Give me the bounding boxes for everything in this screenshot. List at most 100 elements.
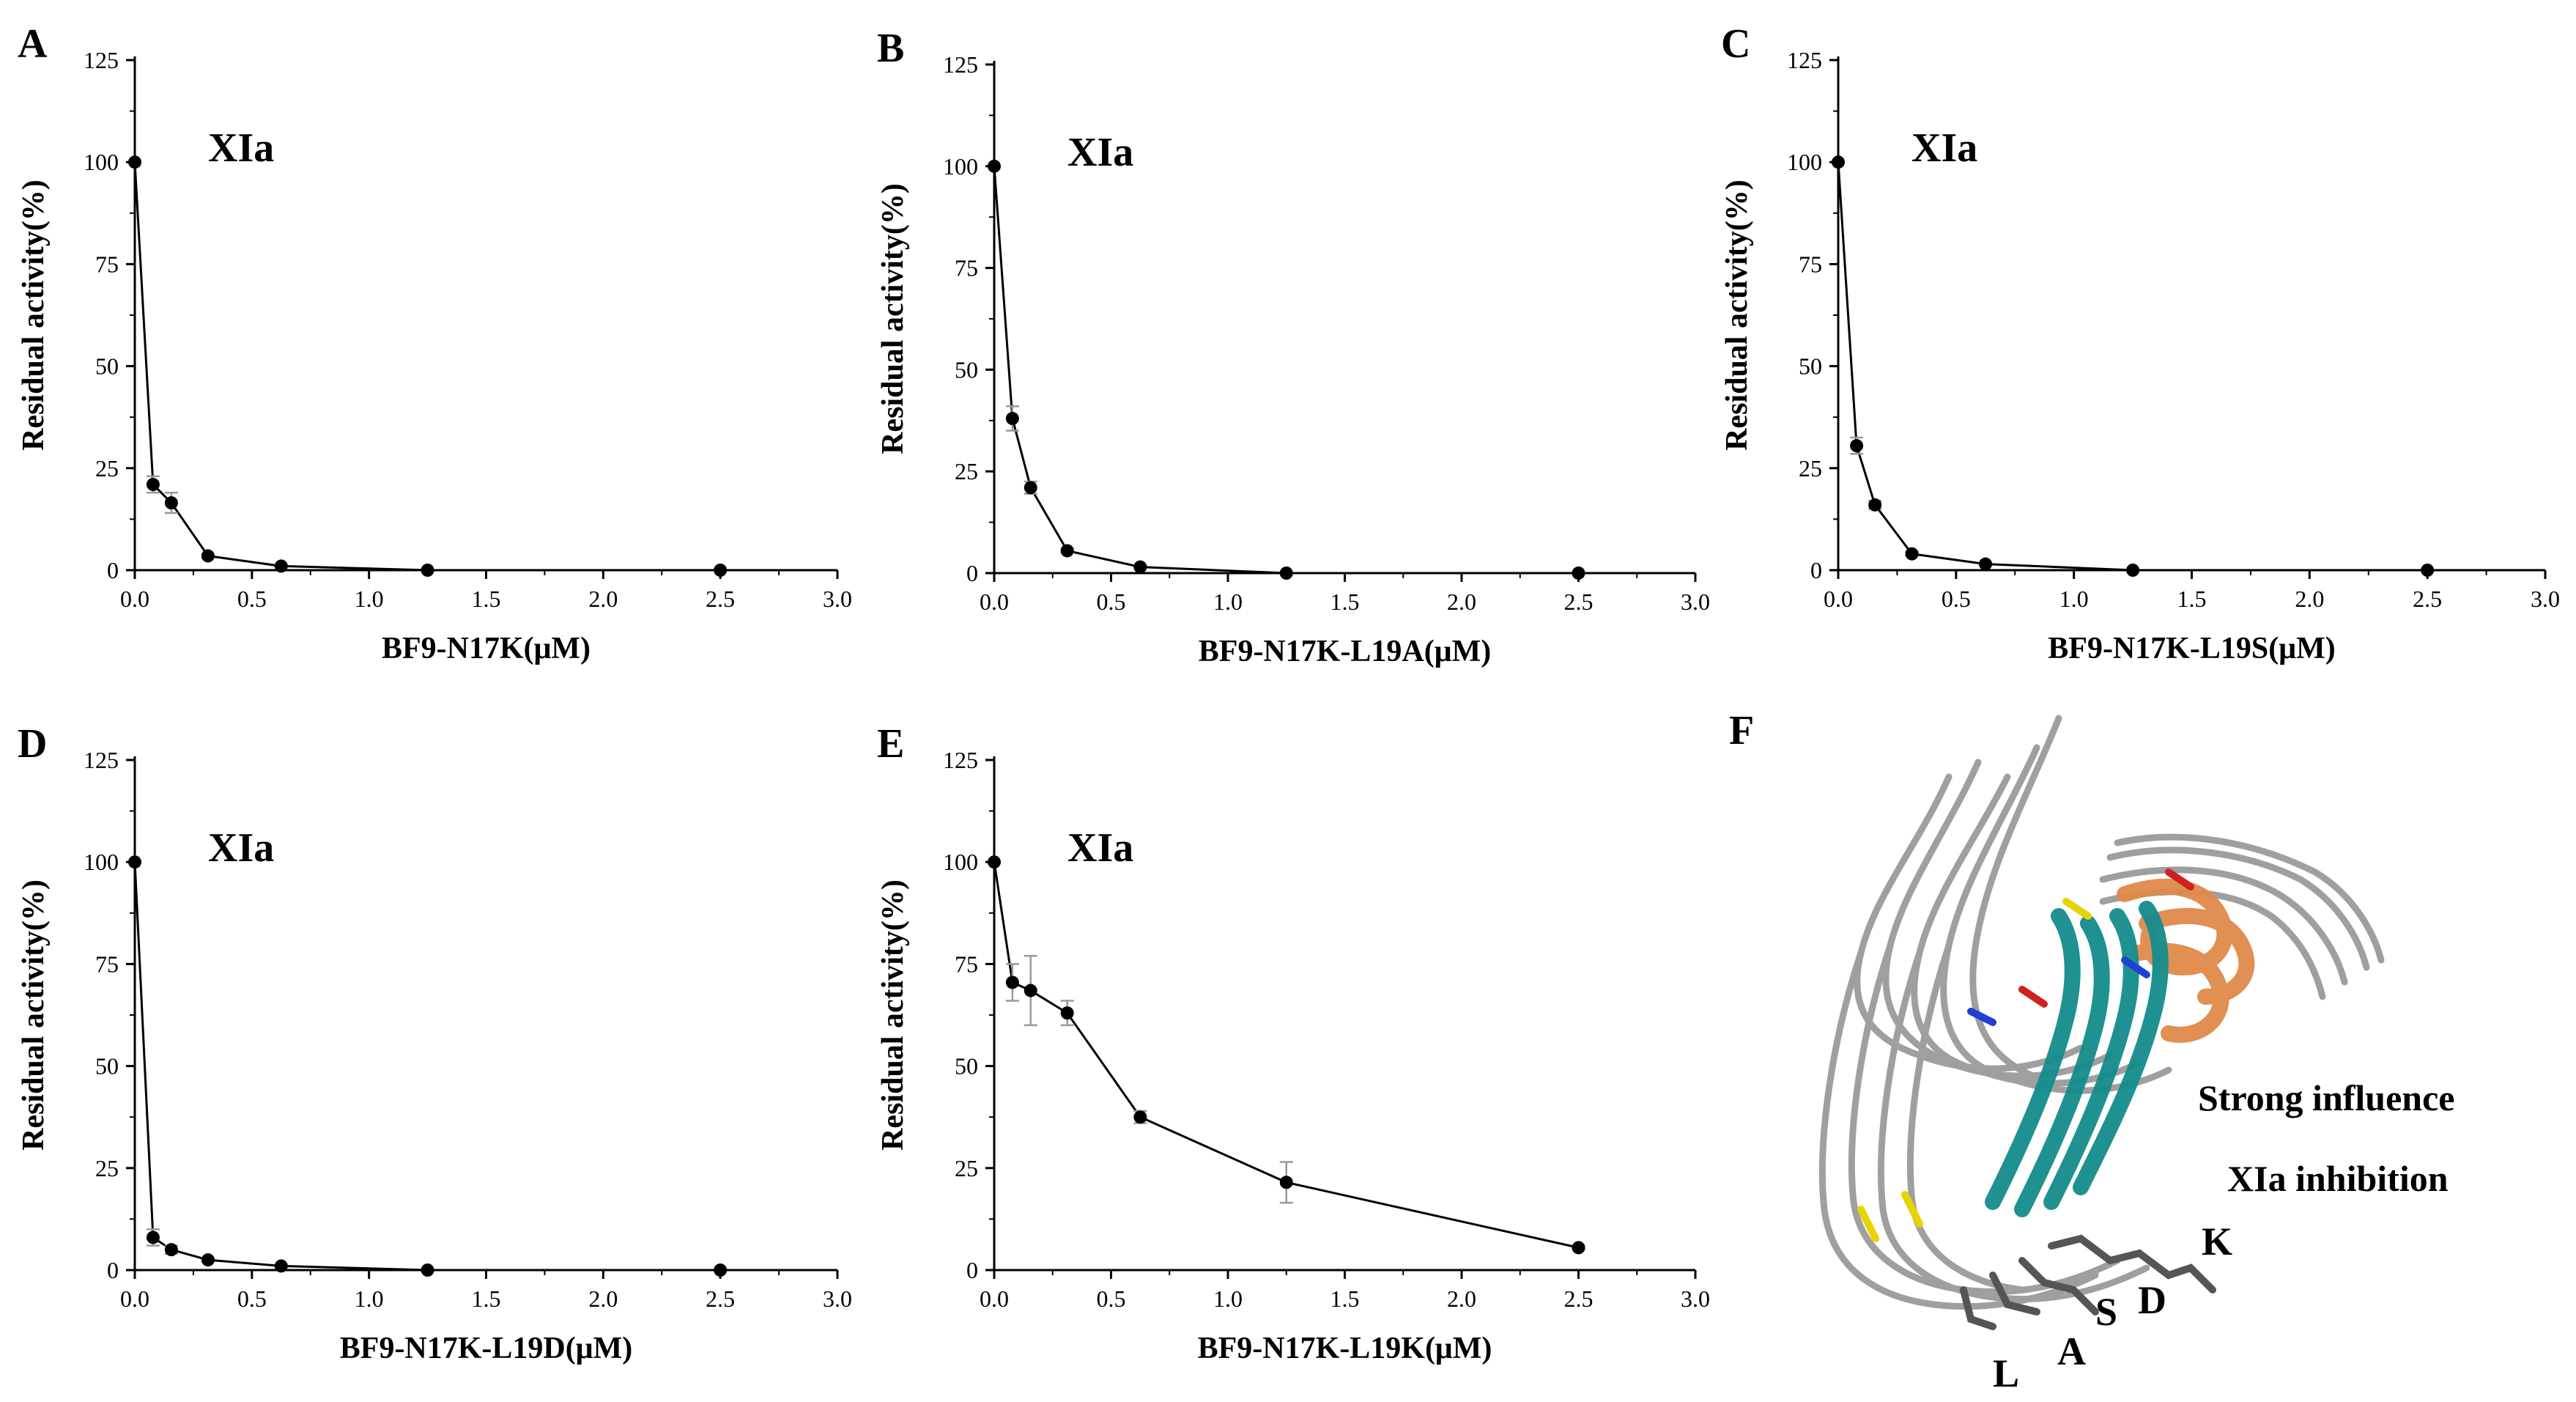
x-tick-label: 1.0 (355, 586, 384, 612)
data-point (1005, 412, 1019, 426)
y-tick-label: 125 (943, 51, 978, 78)
inset-label: XIa (1911, 125, 1977, 171)
data-point (1024, 481, 1037, 495)
data-point (1572, 567, 1585, 580)
data-point (988, 159, 1001, 173)
panel-letter: E (877, 721, 904, 767)
y-axis-title: Residual activity(%) (876, 183, 910, 454)
y-tick-label: 0 (966, 1257, 978, 1283)
residue-label-k: K (2202, 1220, 2232, 1263)
y-tick-label: 0 (966, 560, 978, 586)
data-point (714, 1263, 728, 1277)
y-tick-label: 75 (1799, 251, 1822, 277)
y-tick-label: 25 (1799, 455, 1822, 482)
y-axis-title: Residual activity(%) (876, 879, 910, 1151)
x-tick-label: 2.5 (1564, 1285, 1594, 1312)
y-tick-label: 25 (955, 458, 978, 484)
panel-letter: F (1729, 708, 1754, 753)
structure-image (1818, 715, 2385, 1330)
panel-letter: D (18, 721, 47, 767)
chart-panel-c: C 0.0 0.5 1.0 1.5 2.0 2.5 3.0 0 25 50 75 100 125 BF9-N… (1720, 21, 2560, 665)
data-point (2421, 564, 2435, 577)
x-tick-label: 3.0 (823, 586, 852, 612)
residue-label-a: A (2057, 1329, 2086, 1373)
x-tick-label: 1.0 (355, 1285, 384, 1312)
y-tick-label: 100 (943, 153, 978, 180)
y-tick-label: 125 (84, 747, 119, 773)
data-point (1060, 1006, 1074, 1020)
x-tick-label: 2.5 (706, 1285, 735, 1312)
x-axis-title: BF9-N17K-L19S(μM) (2048, 632, 2335, 665)
x-tick-label: 2.5 (1564, 589, 1594, 615)
residue-label-d: D (2138, 1278, 2166, 1322)
x-tick-label: 2.5 (706, 586, 735, 612)
x-tick-label: 3.0 (1681, 589, 1710, 615)
y-tick-label: 0 (107, 1257, 119, 1283)
data-point (164, 496, 178, 510)
x-axis-title: BF9-N17K-L19D(μM) (340, 1332, 632, 1365)
x-tick-label: 2.0 (588, 586, 618, 612)
x-tick-label: 3.0 (823, 1285, 852, 1312)
x-tick-label: 0.0 (120, 1285, 149, 1312)
x-tick-label: 0.5 (1097, 589, 1126, 615)
chart-panel-e: E 0.0 0.5 1.0 1.5 2.0 2.5 3.0 0 25 50 75 100 125 BF9-N… (876, 721, 1710, 1365)
x-tick-label: 1.0 (1213, 589, 1243, 615)
data-point (128, 155, 141, 169)
y-tick-label: 50 (95, 1053, 119, 1080)
x-tick-label: 2.5 (2413, 586, 2442, 612)
data-point (1868, 498, 1882, 512)
y-tick-label: 25 (95, 1155, 119, 1181)
data-point (1133, 560, 1147, 574)
x-tick-label: 1.0 (2059, 586, 2089, 612)
data-point (1905, 547, 1919, 561)
x-tick-label: 1.5 (472, 1285, 501, 1312)
data-point (1005, 975, 1019, 989)
data-point (146, 478, 160, 492)
data-point (2126, 564, 2140, 577)
y-tick-label: 25 (95, 455, 119, 482)
x-tick-label: 1.5 (1330, 1285, 1360, 1312)
x-tick-label: 0.5 (237, 1285, 267, 1312)
y-tick-label: 75 (955, 951, 978, 977)
x-axis-title: BF9-N17K-L19K(μM) (1198, 1332, 1492, 1365)
inset-label: XIa (208, 125, 274, 171)
data-point (128, 855, 141, 869)
data-point (201, 1253, 215, 1267)
panel-letter: C (1721, 21, 1750, 67)
data-point (1024, 984, 1037, 997)
series-line (1837, 162, 2428, 572)
panel-letter: A (18, 21, 48, 67)
data-point (1850, 439, 1864, 453)
chart-panel-b: B 0.0 0.5 1.0 1.5 2.0 2.5 3.0 0 25 50 75 100 125 BF9-N… (876, 26, 1710, 668)
y-tick-label: 50 (955, 356, 978, 383)
data-point (1572, 1241, 1585, 1255)
x-axis-title: BF9-N17K(μM) (382, 632, 591, 665)
x-tick-label: 1.5 (2177, 586, 2207, 612)
x-tick-label: 0.0 (980, 589, 1009, 615)
residue-label-s: S (2095, 1290, 2117, 1334)
data-point (164, 1243, 178, 1257)
series-line (133, 862, 721, 1272)
y-tick-label: 75 (95, 951, 119, 977)
y-tick-label: 0 (1810, 557, 1822, 583)
y-tick-label: 125 (1787, 47, 1822, 73)
data-point (1133, 1110, 1147, 1124)
y-tick-label: 100 (84, 149, 119, 175)
x-tick-label: 2.0 (2295, 586, 2324, 612)
x-tick-label: 2.0 (1447, 589, 1476, 615)
chart-panel-d: D 0.0 0.5 1.0 1.5 2.0 2.5 3.0 0 25 50 75 100 125 BF9-N… (17, 721, 852, 1365)
data-point (274, 559, 288, 573)
x-tick-label: 3.0 (2531, 586, 2560, 612)
data-point (274, 1259, 288, 1273)
x-tick-label: 0.5 (237, 586, 267, 612)
x-tick-label: 0.5 (1097, 1285, 1126, 1312)
y-axis-title: Residual activity(%) (17, 180, 51, 451)
inset-label: XIa (208, 825, 274, 871)
data-point (201, 549, 215, 563)
data-point (146, 1231, 160, 1244)
residue-label-l: L (1993, 1351, 2019, 1395)
x-tick-label: 0.0 (1824, 586, 1853, 612)
x-tick-label: 1.0 (1213, 1285, 1243, 1312)
y-tick-label: 25 (955, 1155, 978, 1181)
